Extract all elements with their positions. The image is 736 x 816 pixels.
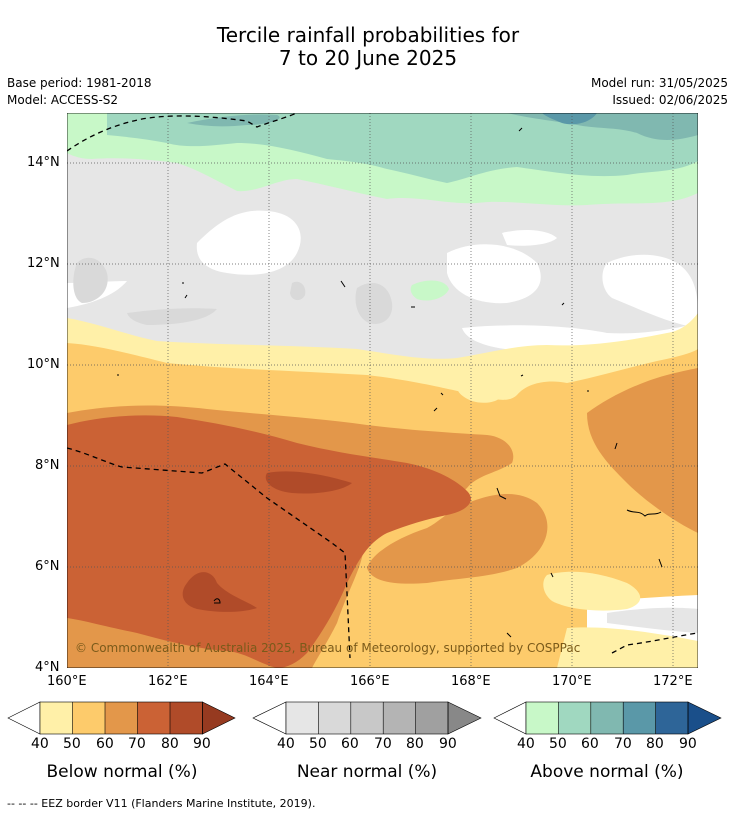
lon-label-160e: 160°E <box>47 674 87 689</box>
colorbar-title-below: Below normal (%) <box>46 762 198 782</box>
cb-above-tick: 50 <box>549 736 567 752</box>
lat-label-4n: 4°N <box>35 660 60 675</box>
cb-near-tick: 40 <box>277 736 295 752</box>
eez-border-lines <box>67 113 698 659</box>
lon-label-168e: 168°E <box>451 674 491 689</box>
lat-label-10n: 10°N <box>27 357 60 372</box>
lat-label-12n: 12°N <box>27 256 60 271</box>
cb-near-tick: 80 <box>406 736 424 752</box>
model-run-text: Model run: 31/05/2025 <box>590 76 728 90</box>
colorbar-above-normal <box>493 701 722 735</box>
lat-label-14n: 14°N <box>27 155 60 170</box>
base-period-text: Base period: 1981-2018 <box>7 76 152 90</box>
colorbar-title-above: Above normal (%) <box>530 762 684 782</box>
cb-below-4 <box>170 702 203 734</box>
cb-below-tick: 70 <box>128 736 146 752</box>
cb-above-tick: 90 <box>679 736 697 752</box>
colorbar-near-normal <box>252 701 482 735</box>
eez-footnote: -- -- -- EEZ border V11 (Flanders Marine… <box>7 797 316 810</box>
map-title-line2: 7 to 20 June 2025 <box>278 46 458 70</box>
lon-label-162e: 162°E <box>148 674 188 689</box>
cb-below-0 <box>40 702 73 734</box>
cb-below-tick: 80 <box>161 736 179 752</box>
lon-label-170e: 170°E <box>552 674 592 689</box>
cb-below-tick: 40 <box>31 736 49 752</box>
lat-label-8n: 8°N <box>35 458 60 473</box>
cb-above-tick: 70 <box>614 736 632 752</box>
cb-near-tick: 90 <box>439 736 457 752</box>
probability-map <box>67 113 698 668</box>
cb-above-tick: 80 <box>646 736 664 752</box>
cb-below-1 <box>72 702 105 734</box>
map-title-line1: Tercile rainfall probabilities for <box>216 23 520 47</box>
lon-label-164e: 164°E <box>249 674 289 689</box>
cb-above-tick: 60 <box>581 736 599 752</box>
colorbar-below-normal <box>7 701 236 735</box>
cb-below-tick: 50 <box>63 736 81 752</box>
lat-label-6n: 6°N <box>35 559 60 574</box>
cb-above-tick: 40 <box>517 736 535 752</box>
cb-below-2 <box>105 702 138 734</box>
colorbar-title-near: Near normal (%) <box>296 762 438 782</box>
colorbars <box>7 701 722 735</box>
issued-text: Issued: 02/06/2025 <box>612 93 728 107</box>
lon-label-166e: 166°E <box>350 674 390 689</box>
cb-near-tick: 60 <box>341 736 359 752</box>
cb-below-tick: 60 <box>96 736 114 752</box>
cb-below-3 <box>137 702 170 734</box>
cb-near-tick: 70 <box>374 736 392 752</box>
copyright-text: © Commonwealth of Australia 2025, Bureau… <box>75 641 581 655</box>
cb-near-tick: 50 <box>309 736 327 752</box>
model-text: Model: ACCESS-S2 <box>7 93 119 107</box>
lon-label-172e: 172°E <box>653 674 693 689</box>
cb-below-tick: 90 <box>193 736 211 752</box>
